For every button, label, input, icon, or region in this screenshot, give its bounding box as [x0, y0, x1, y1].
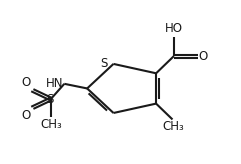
Text: O: O — [22, 76, 31, 89]
Text: HN: HN — [46, 77, 63, 90]
Text: S: S — [100, 57, 107, 70]
Text: HO: HO — [165, 22, 183, 35]
Text: CH₃: CH₃ — [40, 118, 62, 131]
Text: S: S — [46, 92, 53, 105]
Text: O: O — [199, 50, 208, 63]
Text: O: O — [22, 109, 31, 122]
Text: CH₃: CH₃ — [163, 120, 185, 133]
